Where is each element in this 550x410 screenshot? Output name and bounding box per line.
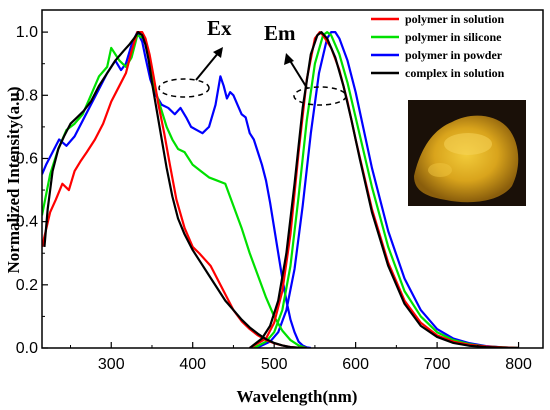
legend-label-polymer-solution: polymer in solution [405,12,504,26]
plot-frame [41,9,544,349]
y-tick-label: 0.2 [16,277,38,294]
polymer-solution-excitation-line [42,31,307,348]
ex-arrowhead [213,47,223,58]
em-annotation: Em [264,21,347,106]
polymer-silicone-emission-line [253,31,519,348]
legend: polymer in solution polymer in silicone … [371,12,505,80]
inset-powder-highlight [444,133,492,155]
em-dashed-ellipse [293,86,347,106]
x-tick-label: 700 [424,356,451,373]
polymer-powder-emission-line [255,31,519,348]
x-tick-label: 400 [179,356,206,373]
em-arrowhead [284,53,294,65]
x-tick-label: 800 [505,356,532,373]
series-lines [42,31,519,348]
ex-dashed-ellipse [158,78,210,98]
legend-label-polymer-powder: polymer in powder [405,48,503,62]
complex-solution-excitation-line [43,31,307,348]
y-axis: 0.0 0.2 0.4 0.6 0.8 1.0 [16,24,48,357]
ex-arrow [195,51,220,81]
inset-powder-heap [414,115,519,203]
x-axis: 300 400 500 600 700 800 [70,342,532,373]
legend-label-complex-solution: complex in solution [405,66,505,80]
y-tick-label: 0.0 [16,340,38,357]
x-axis-label: Wavelength(nm) [237,387,358,406]
y-tick-label: 1.0 [16,24,38,41]
polymer-silicone-excitation-line [42,34,308,348]
ex-label: Ex [207,16,232,40]
ex-annotation: Ex [158,16,232,98]
x-tick-label: 600 [342,356,369,373]
complex-solution-emission-line [249,31,519,348]
x-tick-label: 500 [261,356,288,373]
em-label: Em [264,21,296,45]
legend-label-polymer-silicone: polymer in silicone [405,30,502,44]
x-tick-label: 300 [98,356,125,373]
y-tick-label: 0.6 [16,150,38,167]
inset-powder-photo [408,100,526,206]
y-tick-label: 0.8 [16,87,38,104]
em-arrow [288,58,308,89]
y-axis-label: Normalized Intensity(a.u) [4,87,23,274]
y-tick-label: 0.4 [16,214,38,231]
inset-powder-highlight-2 [428,163,452,177]
